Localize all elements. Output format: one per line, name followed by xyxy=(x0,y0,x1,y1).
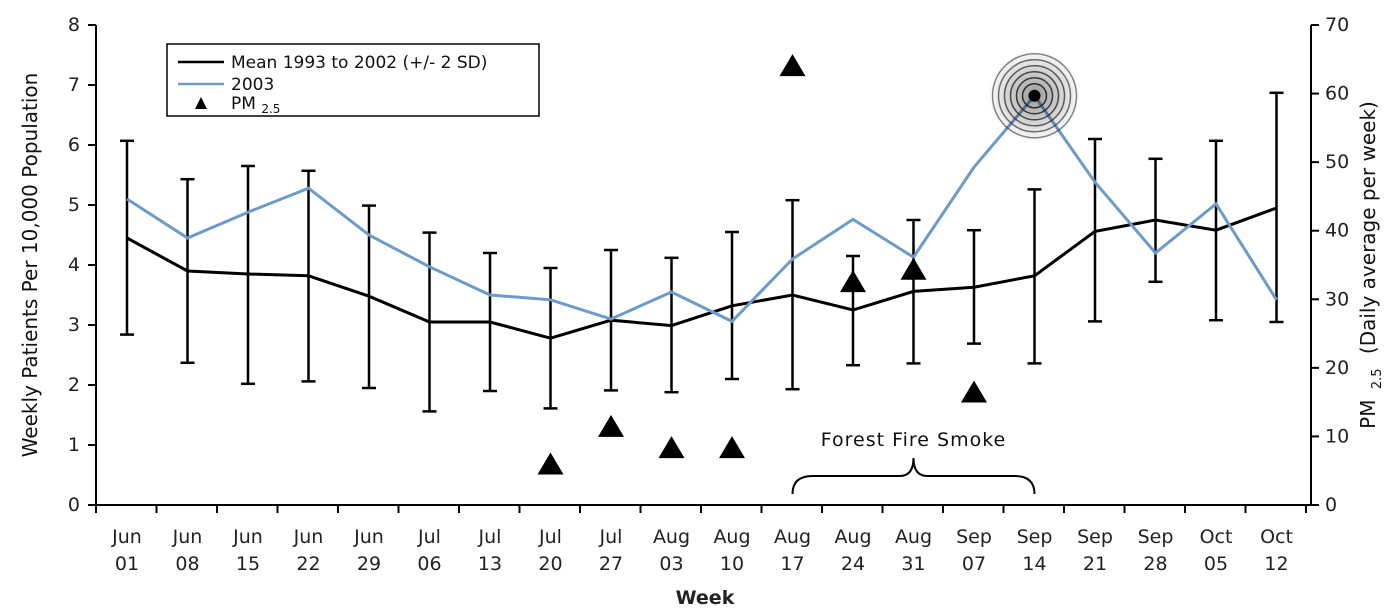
legend-pm-text: PM xyxy=(231,94,256,114)
x-tick-label-month: Jun xyxy=(172,526,203,548)
x-tick-label-day: 13 xyxy=(478,553,502,575)
mean-series-line xyxy=(126,206,1278,340)
x-tick-label-month: Jul xyxy=(538,526,562,548)
highlight-center xyxy=(1028,89,1041,102)
y-tick-label: 3 xyxy=(68,314,80,336)
x-tick-label-month: Aug xyxy=(713,526,750,548)
x-tick-label-day: 29 xyxy=(357,553,381,575)
y-axis-left-title: Weekly Patients Per 10,000 Population xyxy=(18,73,42,458)
forest-fire-smoke-annotation: Forest Fire Smoke xyxy=(791,429,1036,495)
highlight-ring xyxy=(991,53,1078,139)
x-tick-label-month: Oct xyxy=(1200,526,1233,548)
x-tick-label-month: Sep xyxy=(1138,526,1174,548)
y2-tick-label: 10 xyxy=(1325,425,1349,447)
x-tick-label-month: Oct xyxy=(1260,526,1293,548)
x-tick-label-month: Jun xyxy=(293,526,324,548)
x-tick-label-day: 05 xyxy=(1204,553,1228,575)
x-tick-label-day: 06 xyxy=(417,553,441,575)
x-tick-label-day: 15 xyxy=(236,553,260,575)
y2-title-prefix: PM xyxy=(1356,400,1380,429)
x-ticks: Jun 01 Jun 08 Jun 15 Jun 22 Jun 29 Jul 06 Jul 13 Jul 20… xyxy=(95,505,1307,575)
right-ticks: 0 10 20 30 40 50 60 70 xyxy=(1311,14,1349,516)
y2-tick-label: 60 xyxy=(1325,83,1349,105)
legend: Mean 1993 to 2002 (+/- 2 SD) 2003 PM 2.5 xyxy=(166,43,540,117)
pm25-marker xyxy=(598,414,624,437)
x-tick-label-month: Jul xyxy=(599,526,623,548)
y-axis-right-title: PM 2.5 (Daily average per week) xyxy=(1356,101,1386,429)
y-tick-label: 6 xyxy=(68,134,80,156)
x-tick-label-day: 03 xyxy=(659,553,683,575)
x-tick-label-day: 22 xyxy=(296,553,320,575)
y2-title-sub: 2.5 xyxy=(1370,368,1385,389)
x-tick-label-month: Aug xyxy=(834,526,871,548)
peak-highlight xyxy=(988,49,1081,142)
y2-tick-label: 40 xyxy=(1325,220,1349,242)
highlight-ring xyxy=(1003,65,1066,127)
x-tick-label-month: Sep xyxy=(1017,526,1053,548)
pm25-marker xyxy=(840,270,866,293)
x-tick-label-month: Aug xyxy=(895,526,932,548)
pm25-marker xyxy=(658,436,685,459)
x-tick-label-day: 01 xyxy=(115,553,139,575)
x-axis-title: Week xyxy=(676,587,735,609)
left-ticks: 0 1 2 3 4 5 6 7 8 xyxy=(68,14,96,516)
legend-2003-label: 2003 xyxy=(231,75,274,95)
smoke-label: Forest Fire Smoke xyxy=(821,429,1007,451)
pm25-marker xyxy=(537,452,564,475)
y2-tick-label: 50 xyxy=(1325,151,1349,173)
y2-tick-label: 20 xyxy=(1325,357,1349,379)
pm25-points xyxy=(537,54,987,475)
y2-tick-label: 70 xyxy=(1325,14,1349,36)
legend-mean-label: Mean 1993 to 2002 (+/- 2 SD) xyxy=(231,53,487,73)
x-tick-label-day: 12 xyxy=(1264,553,1288,575)
y-tick-label: 2 xyxy=(68,374,80,396)
y2-tick-label: 0 xyxy=(1325,494,1337,516)
x-tick-label-month: Sep xyxy=(956,526,992,548)
pm25-marker xyxy=(900,257,927,280)
legend-pm-sub: 2.5 xyxy=(261,102,280,116)
x-tick-label-day: 27 xyxy=(599,553,623,575)
y-tick-label: 8 xyxy=(68,14,80,36)
x-tick-label-day: 21 xyxy=(1083,553,1107,575)
y2-tick-label: 30 xyxy=(1325,288,1349,310)
x-tick-label-day: 31 xyxy=(901,553,925,575)
legend-box xyxy=(166,43,540,117)
y-tick-label: 0 xyxy=(68,494,80,516)
highlight-ring xyxy=(1015,77,1054,115)
y-tick-label: 5 xyxy=(68,194,80,216)
x-tick-label-month: Sep xyxy=(1077,526,1113,548)
x-tick-label-day: 28 xyxy=(1143,553,1167,575)
pm25-marker xyxy=(779,54,806,77)
x-tick-label-month: Jun xyxy=(232,526,263,548)
x-tick-label-day: 10 xyxy=(720,553,744,575)
y-tick-label: 7 xyxy=(68,74,80,96)
series-2003-line xyxy=(126,93,1278,324)
error-bars xyxy=(120,91,1284,413)
x-tick-label-day: 07 xyxy=(962,553,986,575)
x-tick-label-month: Jul xyxy=(417,526,441,548)
smoke-brace xyxy=(791,457,1036,495)
highlight-ring xyxy=(1021,83,1048,109)
x-tick-label-month: Jun xyxy=(111,526,142,548)
x-tick-label-month: Jul xyxy=(478,526,502,548)
x-tick-label-day: 20 xyxy=(538,553,562,575)
y2-title-suffix: (Daily average per week) xyxy=(1356,101,1380,354)
x-tick-label-day: 24 xyxy=(841,553,865,575)
x-tick-label-day: 14 xyxy=(1022,553,1046,575)
x-tick-label-month: Aug xyxy=(653,526,690,548)
pm25-marker xyxy=(961,380,987,403)
pm25-marker xyxy=(719,436,745,459)
y-tick-label: 4 xyxy=(68,254,80,276)
highlight-ring xyxy=(997,59,1072,133)
highlight-ring xyxy=(1009,71,1060,121)
legend-pm-marker xyxy=(195,97,207,109)
x-tick-label-month: Jun xyxy=(353,526,384,548)
y-tick-label: 1 xyxy=(68,434,80,456)
x-tick-label-month: Aug xyxy=(774,526,811,548)
x-tick-label-day: 08 xyxy=(175,553,199,575)
x-tick-label-day: 17 xyxy=(780,553,804,575)
legend-pm-label: PM 2.5 xyxy=(231,94,280,116)
